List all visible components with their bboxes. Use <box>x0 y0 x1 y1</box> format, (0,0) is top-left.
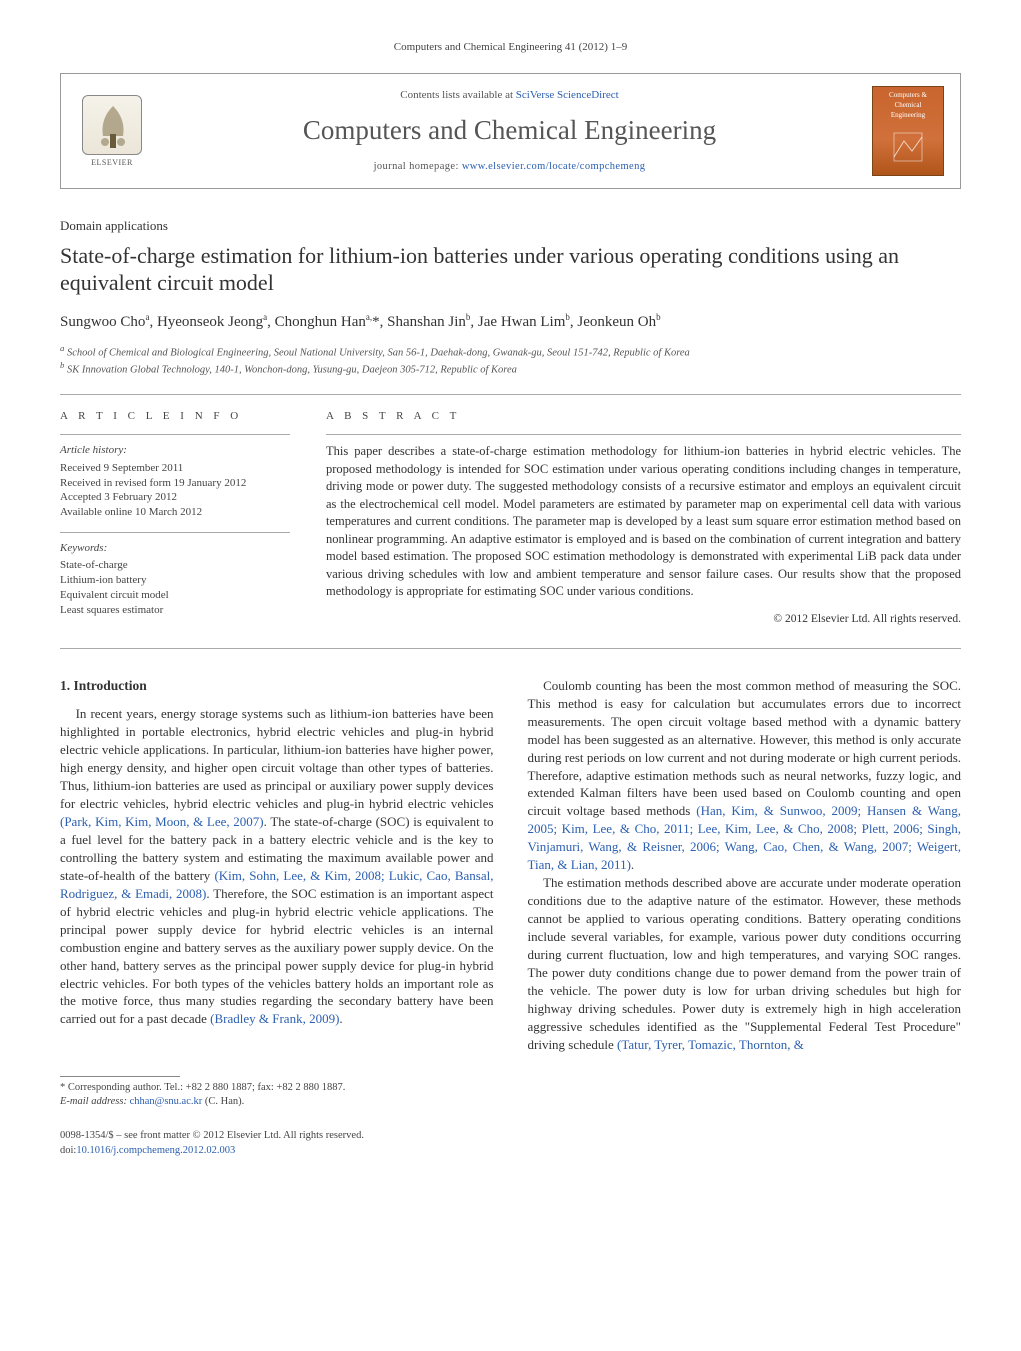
divider <box>60 394 961 395</box>
abstract-copyright: © 2012 Elsevier Ltd. All rights reserved… <box>326 611 961 627</box>
abstract-column: A B S T R A C T This paper describes a s… <box>326 409 961 630</box>
affiliation-line: b SK Innovation Global Technology, 140-1… <box>60 360 961 378</box>
body-paragraph: In recent years, energy storage systems … <box>60 705 494 1028</box>
divider <box>60 532 290 533</box>
keyword: Equivalent circuit model <box>60 588 290 603</box>
contents-prefix: Contents lists available at <box>400 89 515 101</box>
divider <box>60 434 290 435</box>
abstract-text: This paper describes a state-of-charge e… <box>326 443 961 601</box>
author-list: Sungwoo Choa, Hyeonseok Jeonga, Chonghun… <box>60 311 961 333</box>
keywords-label: Keywords: <box>60 541 290 556</box>
history-line: Available online 10 March 2012 <box>60 505 290 520</box>
citation: (Bradley & Frank, 2009) <box>210 1011 339 1026</box>
cover-art-icon <box>888 127 928 167</box>
doi-link[interactable]: 10.1016/j.compchemeng.2012.02.003 <box>76 1145 235 1156</box>
keyword: State-of-charge <box>60 558 290 573</box>
doi-line: doi:10.1016/j.compchemeng.2012.02.003 <box>60 1144 961 1159</box>
sciencedirect-link[interactable]: SciVerse ScienceDirect <box>516 89 619 101</box>
journal-title: Computers and Chemical Engineering <box>163 112 856 150</box>
citation: (Tatur, Tyrer, Tomazic, Thornton, & <box>617 1037 804 1052</box>
elsevier-tree-icon <box>82 95 142 155</box>
affiliation-line: a School of Chemical and Biological Engi… <box>60 343 961 361</box>
journal-banner: ELSEVIER Contents lists available at Sci… <box>60 73 961 189</box>
history-line: Accepted 3 February 2012 <box>60 490 290 505</box>
section-heading: 1. Introduction <box>60 677 494 696</box>
homepage-line: journal homepage: www.elsevier.com/locat… <box>163 160 856 175</box>
journal-cover-icon: Computers & Chemical Engineering <box>872 86 944 176</box>
cover-title: Computers & Chemical Engineering <box>877 91 939 120</box>
info-abstract-row: A R T I C L E I N F O Article history: R… <box>60 409 961 630</box>
history-line: Received in revised form 19 January 2012 <box>60 476 290 491</box>
footnote-separator <box>60 1076 180 1077</box>
article-info-column: A R T I C L E I N F O Article history: R… <box>60 409 290 630</box>
email-line: E-mail address: chhan@snu.ac.kr (C. Han)… <box>60 1095 961 1109</box>
article-history-label: Article history: <box>60 443 290 458</box>
article-info-heading: A R T I C L E I N F O <box>60 409 290 424</box>
history-line: Received 9 September 2011 <box>60 461 290 476</box>
contents-line: Contents lists available at SciVerse Sci… <box>163 88 856 103</box>
running-head: Computers and Chemical Engineering 41 (2… <box>60 40 961 55</box>
issn-line: 0098-1354/$ – see front matter © 2012 El… <box>60 1129 961 1144</box>
affiliations: a School of Chemical and Biological Engi… <box>60 343 961 378</box>
citation: (Park, Kim, Kim, Moon, & Lee, 2007) <box>60 814 264 829</box>
email-link[interactable]: chhan@snu.ac.kr <box>130 1096 203 1107</box>
divider <box>60 648 961 649</box>
body-columns: 1. Introduction In recent years, energy … <box>60 677 961 1054</box>
bottom-bar: 0098-1354/$ – see front matter © 2012 El… <box>60 1129 961 1158</box>
abstract-heading: A B S T R A C T <box>326 409 961 424</box>
footnotes: * Corresponding author. Tel.: +82 2 880 … <box>60 1081 961 1109</box>
article-history-block: Article history: Received 9 September 20… <box>60 443 290 520</box>
divider <box>326 434 961 435</box>
keywords-block: Keywords: State-of-charge Lithium-ion ba… <box>60 541 290 618</box>
elsevier-label: ELSEVIER <box>91 157 133 168</box>
keyword: Least squares estimator <box>60 603 290 618</box>
corresponding-author: * Corresponding author. Tel.: +82 2 880 … <box>60 1081 961 1095</box>
section-label: Domain applications <box>60 217 961 235</box>
banner-center: Contents lists available at SciVerse Sci… <box>163 88 856 174</box>
homepage-prefix: journal homepage: <box>374 161 462 172</box>
article-title: State-of-charge estimation for lithium-i… <box>60 242 961 297</box>
body-paragraph: Coulomb counting has been the most commo… <box>528 677 962 874</box>
homepage-link[interactable]: www.elsevier.com/locate/compchemeng <box>462 161 646 172</box>
elsevier-logo: ELSEVIER <box>77 91 147 171</box>
keyword: Lithium-ion battery <box>60 573 290 588</box>
body-paragraph: The estimation methods described above a… <box>528 874 962 1053</box>
